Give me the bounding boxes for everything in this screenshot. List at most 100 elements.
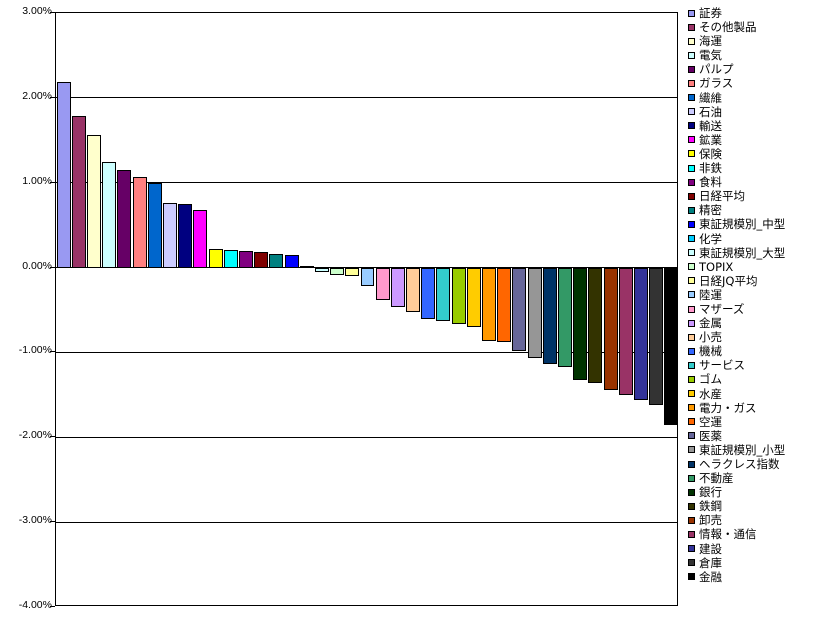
legend-swatch-icon: [688, 333, 695, 341]
legend-item[interactable]: 証券: [688, 6, 838, 20]
legend-item[interactable]: 倉庫: [688, 556, 838, 570]
legend-swatch-icon: [688, 192, 695, 200]
legend-item-label: 倉庫: [699, 555, 722, 570]
bar: [618, 267, 633, 395]
legend-item[interactable]: 卸売: [688, 513, 838, 527]
legend-item-label: マザーズ: [699, 301, 745, 316]
legend-item[interactable]: 不動産: [688, 471, 838, 485]
legend-swatch-icon: [688, 305, 695, 313]
legend-item[interactable]: 金融: [688, 570, 838, 584]
legend-item-label: 金融: [699, 569, 722, 584]
legend-item-label: 保険: [699, 146, 722, 161]
legend-item[interactable]: マザーズ: [688, 302, 838, 316]
legend-swatch-icon: [688, 150, 695, 158]
bar: [634, 267, 648, 400]
legend-item-label: 食料: [699, 175, 722, 190]
y-axis-tick-label: 0.00%: [22, 259, 52, 272]
y-axis-tick-label: 1.00%: [22, 174, 52, 187]
bar: [527, 267, 542, 359]
legend-swatch-icon: [688, 319, 695, 327]
legend-item[interactable]: 精密: [688, 203, 838, 217]
legend-item-label: 東証規模別_大型: [699, 245, 786, 260]
legend-swatch-icon: [688, 559, 695, 567]
legend-item-label: 東証規模別_中型: [699, 217, 786, 232]
legend-item-label: ガラス: [699, 76, 734, 91]
legend-item[interactable]: 銀行: [688, 485, 838, 499]
plot-area: [55, 12, 679, 606]
legend-swatch-icon: [688, 432, 695, 440]
legend-item-label: その他製品: [699, 20, 757, 35]
legend-item-label: 電力・ガス: [699, 400, 757, 415]
legend-item[interactable]: 建設: [688, 542, 838, 556]
legend-item[interactable]: 東証規模別_小型: [688, 443, 838, 457]
legend-item[interactable]: 機械: [688, 344, 838, 358]
legend-item[interactable]: 鉄鋼: [688, 499, 838, 513]
legend-item[interactable]: 金属: [688, 316, 838, 330]
legend-item-label: 水産: [699, 386, 722, 401]
legend-item[interactable]: 東証規模別_中型: [688, 217, 838, 231]
legend-item[interactable]: 日経平均: [688, 189, 838, 203]
legend-item[interactable]: 保険: [688, 147, 838, 161]
y-axis-tick-mark: [50, 436, 55, 438]
legend-item[interactable]: 非鉄: [688, 161, 838, 175]
legend-item-label: 卸売: [699, 513, 722, 528]
legend-item[interactable]: 空運: [688, 415, 838, 429]
legend-item[interactable]: 小売: [688, 330, 838, 344]
bar: [223, 249, 238, 268]
bar: [330, 267, 345, 276]
bar: [603, 267, 618, 390]
bar: [406, 267, 421, 312]
legend-item[interactable]: ガラス: [688, 76, 838, 90]
gridline: [56, 436, 677, 438]
legend-item[interactable]: 日経JQ平均: [688, 274, 838, 288]
legend-item[interactable]: 繊維: [688, 91, 838, 105]
legend-item[interactable]: 水産: [688, 387, 838, 401]
bar: [314, 267, 329, 272]
legend-item[interactable]: 石油: [688, 105, 838, 119]
bar: [375, 267, 390, 300]
legend-item-label: TOPIX: [699, 259, 734, 274]
legend-item-label: 金属: [699, 316, 722, 331]
legend-item-label: 輸送: [699, 118, 722, 133]
gridline: [56, 182, 677, 184]
y-axis-tick-mark: [50, 181, 55, 183]
legend-swatch-icon: [688, 178, 695, 186]
bar: [451, 267, 466, 325]
legend-item[interactable]: 鉱業: [688, 133, 838, 147]
bar: [238, 251, 253, 268]
bar: [299, 265, 314, 268]
legend-item[interactable]: 食料: [688, 175, 838, 189]
legend-item-label: 銀行: [699, 485, 722, 500]
legend-swatch-icon: [688, 277, 695, 285]
legend-item[interactable]: 東証規模別_大型: [688, 246, 838, 260]
legend-item[interactable]: サービス: [688, 358, 838, 372]
legend-item[interactable]: ヘラクレス指数: [688, 457, 838, 471]
legend-item[interactable]: 医薬: [688, 429, 838, 443]
legend-swatch-icon: [688, 516, 695, 524]
legend-item-label: 石油: [699, 104, 722, 119]
legend-swatch-icon: [688, 122, 695, 130]
legend-swatch-icon: [688, 390, 695, 398]
bar: [542, 267, 557, 365]
legend-swatch-icon: [688, 502, 695, 510]
legend-item[interactable]: 化学: [688, 232, 838, 246]
legend-item[interactable]: TOPIX: [688, 260, 838, 274]
legend-item-label: 非鉄: [699, 161, 722, 176]
y-axis-tick-mark: [50, 266, 55, 268]
legend-item-label: 不動産: [699, 471, 734, 486]
legend-item[interactable]: 情報・通信: [688, 527, 838, 541]
legend-item[interactable]: その他製品: [688, 20, 838, 34]
legend-item[interactable]: ゴム: [688, 372, 838, 386]
legend-item[interactable]: 海運: [688, 34, 838, 48]
y-axis-tick-label: 2.00%: [22, 89, 52, 102]
bar: [254, 252, 269, 268]
legend-item[interactable]: 輸送: [688, 119, 838, 133]
legend-item[interactable]: パルプ: [688, 62, 838, 76]
legend-item[interactable]: 電気: [688, 48, 838, 62]
legend-item-label: 陸運: [699, 287, 722, 302]
legend-item[interactable]: 陸運: [688, 288, 838, 302]
legend-item[interactable]: 電力・ガス: [688, 401, 838, 415]
bar: [436, 267, 451, 322]
bar: [269, 253, 284, 268]
legend-swatch-icon: [688, 488, 695, 496]
